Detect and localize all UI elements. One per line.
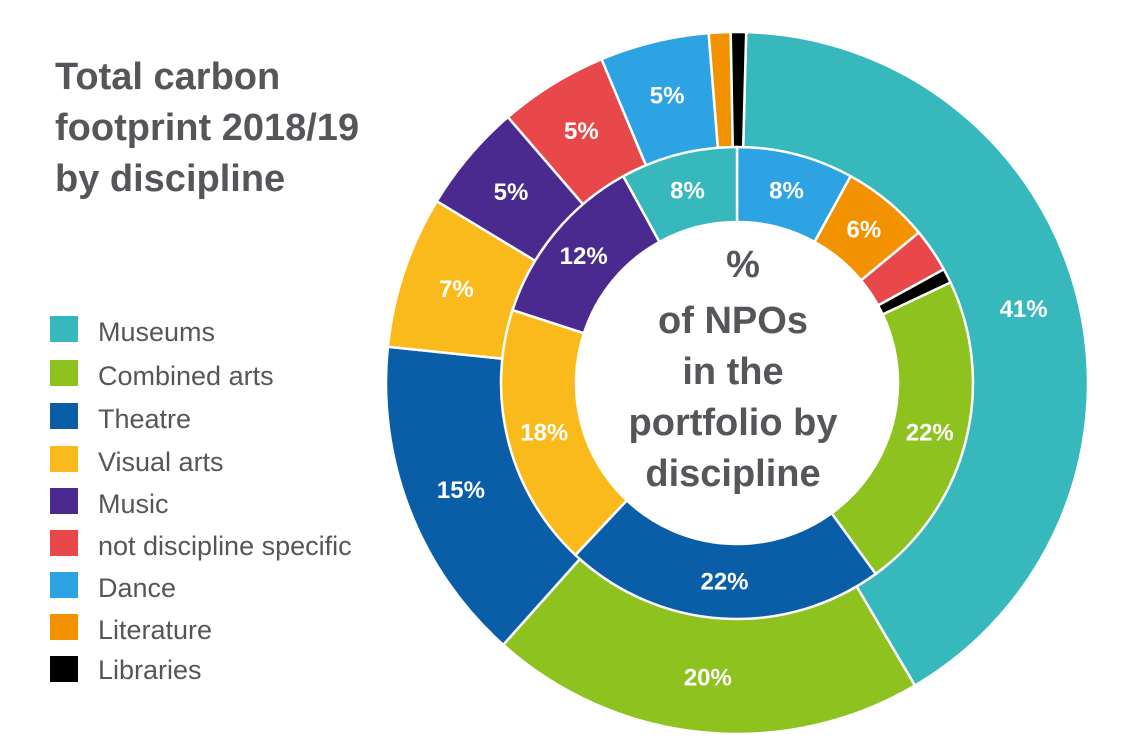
outer-label-music: 5% bbox=[494, 179, 529, 206]
legend-label-combined-arts: Combined arts bbox=[98, 361, 274, 391]
legend-swatch-theatre bbox=[50, 403, 78, 429]
inner-ring bbox=[499, 145, 975, 621]
legend-swatch-not-discipline-specific bbox=[50, 530, 78, 556]
legend-swatch-museums bbox=[50, 316, 78, 342]
legend-label-dance: Dance bbox=[98, 573, 176, 603]
center-label-line-3: in the bbox=[682, 351, 783, 393]
legend-swatch-visual-arts bbox=[50, 446, 78, 472]
legend-label-theatre: Theatre bbox=[98, 404, 191, 434]
outer-label-theatre: 15% bbox=[437, 477, 485, 504]
inner-label-combined-arts: 22% bbox=[906, 419, 954, 446]
inner-label-visual-arts: 18% bbox=[520, 419, 568, 446]
center-label-line-1: % bbox=[726, 244, 760, 286]
legend-swatch-combined-arts bbox=[50, 360, 78, 386]
legend-swatch-literature bbox=[50, 614, 78, 640]
legend-swatch-libraries bbox=[50, 656, 78, 682]
outer-label-dance: 5% bbox=[650, 82, 685, 109]
legend-label-music: Music bbox=[98, 489, 169, 519]
inner-label-museums: 8% bbox=[670, 177, 705, 204]
center-label-line-5: discipline bbox=[645, 453, 820, 495]
inner-label-music: 12% bbox=[560, 243, 608, 270]
legend-label-not-discipline-specific: not discipline specific bbox=[98, 531, 352, 561]
slice-labels: 41% 20% 15% 7% 5% 5% 5% 8% 6% 22% 22% 18% 12% 8% bbox=[437, 82, 1048, 691]
center-label-line-2: of NPOs bbox=[658, 300, 808, 342]
chart-title-line-3: by discipline bbox=[55, 158, 285, 200]
legend-label-visual-arts: Visual arts bbox=[98, 447, 224, 477]
legend-swatch-dance bbox=[50, 572, 78, 598]
legend-label-museums: Museums bbox=[98, 317, 215, 347]
legend-label-libraries: Libraries bbox=[98, 655, 202, 685]
outer-label-museums: 41% bbox=[1000, 296, 1048, 323]
outer-slice-libraries bbox=[729, 30, 748, 157]
inner-label-literature: 6% bbox=[847, 217, 882, 244]
center-label-line-4: portfolio by bbox=[629, 402, 838, 444]
outer-label-combined-arts: 20% bbox=[684, 665, 732, 692]
legend-swatch-music bbox=[50, 488, 78, 514]
inner-label-dance: 8% bbox=[769, 177, 804, 204]
outer-label-not-discipline-specific: 5% bbox=[564, 118, 599, 145]
chart-title-line-1: Total carbon bbox=[55, 56, 280, 98]
legend-label-literature: Literature bbox=[98, 615, 212, 645]
outer-label-visual-arts: 7% bbox=[439, 276, 474, 303]
chart-title-line-2: footprint 2018/19 bbox=[55, 107, 359, 149]
center-label: % of NPOs in the portfolio by discipline bbox=[629, 244, 838, 495]
legend: Museums Combined arts Theatre Visual art… bbox=[50, 316, 352, 685]
chart-title: Total carbon footprint 2018/19 by discip… bbox=[55, 56, 359, 200]
inner-slice-museums bbox=[621, 145, 739, 244]
inner-label-theatre: 22% bbox=[700, 569, 748, 596]
